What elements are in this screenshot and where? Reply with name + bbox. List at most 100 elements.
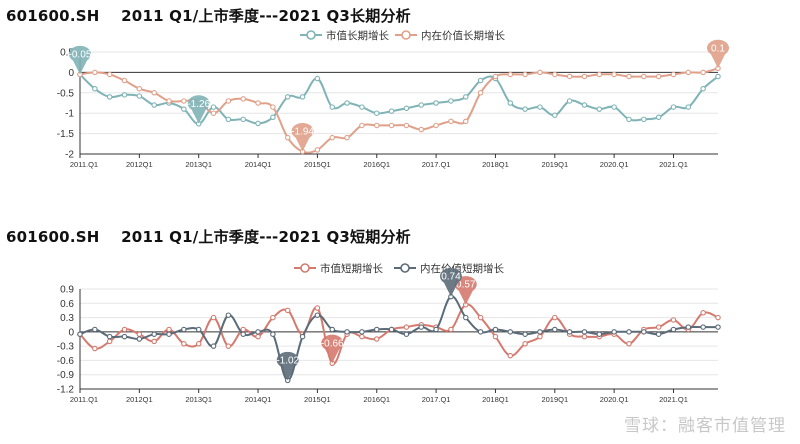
data-point [552, 314, 558, 321]
data-point [284, 134, 291, 141]
data-point [210, 104, 217, 110]
data-point [670, 71, 677, 78]
legend-label: 市值短期增长 [320, 262, 383, 275]
x-tick-label: 2013Q1 [185, 160, 212, 169]
y-tick-label: -1.5 [57, 129, 75, 140]
x-tick-label: 2015Q1 [304, 395, 331, 404]
data-point [92, 69, 98, 76]
data-point [611, 71, 617, 78]
data-point [463, 94, 469, 100]
data-point [537, 104, 543, 110]
data-point [566, 73, 573, 80]
annotation-pin: 0.74 [439, 268, 462, 297]
data-point [314, 75, 321, 82]
data-point [166, 331, 172, 337]
data-point [596, 71, 603, 78]
data-point [566, 98, 573, 104]
data-point [210, 314, 217, 321]
data-point [522, 106, 528, 112]
data-point [448, 118, 454, 125]
data-point [359, 333, 365, 340]
x-tick-label: 2014Q1 [245, 160, 272, 169]
data-point [181, 341, 187, 347]
data-point [299, 333, 306, 340]
data-point [225, 343, 232, 349]
data-point [418, 102, 425, 108]
data-point [106, 338, 113, 345]
data-point [403, 331, 410, 337]
legend-marker [306, 30, 316, 40]
data-point [270, 314, 276, 321]
data-point [388, 108, 395, 114]
data-point [77, 331, 83, 337]
data-point [611, 104, 617, 110]
data-point [715, 314, 721, 321]
x-tick-label: 2018Q1 [482, 160, 509, 169]
data-point [270, 104, 276, 110]
y-tick-label: -1 [65, 109, 74, 120]
legend-item-2[interactable]: 内在价值短期增长 [394, 262, 504, 275]
data-point [477, 90, 484, 96]
watermark: 雪球：融客市值管理 [624, 416, 786, 436]
data-point [195, 326, 202, 333]
data-point [596, 331, 603, 337]
annotation-pin: -0.66 [321, 334, 344, 364]
data-point [433, 326, 439, 333]
data-point [344, 134, 350, 141]
data-point [255, 100, 261, 106]
data-point [225, 116, 232, 123]
data-point [344, 100, 350, 106]
y-tick-label: 0.6 [60, 299, 74, 310]
data-point [92, 85, 98, 92]
y-tick-label: -1.2 [57, 385, 75, 396]
data-point [284, 307, 291, 314]
series-line-1 [79, 73, 719, 125]
data-point [522, 71, 528, 78]
annotation-pin: -0.05 [69, 45, 92, 75]
data-point [655, 73, 662, 80]
data-point [507, 71, 514, 78]
x-tick-label: 2011.Q1 [70, 395, 98, 404]
data-point [255, 120, 261, 127]
annotation-pin: -1.02 [276, 351, 300, 381]
legend-item-1[interactable]: 市值短期增长 [294, 262, 383, 275]
data-point [240, 331, 246, 337]
data-point [359, 104, 365, 110]
data-point [359, 329, 365, 335]
data-point [329, 104, 335, 110]
y-tick-label: -0.6 [57, 356, 75, 367]
data-point [522, 331, 528, 337]
annotation-pin: -1.94 [291, 122, 314, 152]
y-tick-label: -0.3 [57, 342, 75, 353]
data-point [166, 98, 172, 104]
data-point [670, 317, 677, 323]
data-point [626, 341, 632, 347]
data-point [685, 69, 692, 76]
data-point [566, 329, 573, 335]
data-point [314, 312, 321, 318]
data-point [552, 71, 558, 78]
y-tick-label: -2 [65, 150, 74, 161]
legend-label: 内在价值长期增长 [421, 29, 505, 42]
legend-item-1[interactable]: 市值长期增长 [300, 29, 389, 42]
data-point [477, 77, 484, 84]
data-point [522, 341, 528, 347]
series-line-1 [79, 303, 719, 365]
data-point [507, 329, 514, 335]
legend-marker [300, 263, 310, 273]
data-point [492, 73, 499, 80]
x-tick-label: 2016Q1 [363, 395, 390, 404]
data-point [552, 112, 558, 118]
data-point [225, 312, 232, 318]
y-tick-label: 0 [68, 68, 74, 79]
x-tick-label: 2014Q1 [245, 395, 272, 404]
data-point [492, 333, 499, 340]
data-point [463, 118, 469, 125]
x-tick-label: 2017.Q1 [422, 395, 451, 404]
data-point [373, 336, 380, 342]
legend-item-2[interactable]: 内在价值长期增长 [395, 29, 505, 42]
data-point [151, 102, 157, 108]
data-point [448, 98, 454, 104]
